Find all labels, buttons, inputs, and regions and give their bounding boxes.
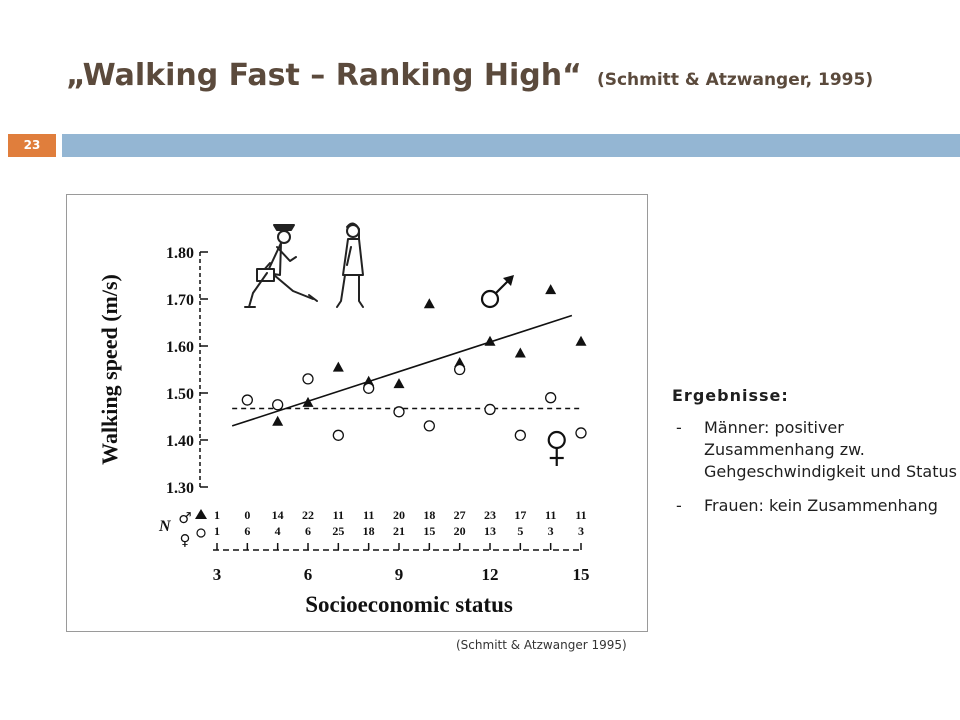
- n-count-male: 11: [575, 508, 586, 522]
- n-count-female: 5: [517, 524, 523, 538]
- walking-man-icon: [244, 224, 318, 308]
- male-arrow-head: [503, 275, 514, 286]
- male-data-point: [545, 284, 557, 295]
- n-count-male: 14: [272, 508, 284, 522]
- scatter-chart: 1.30 1.40 1.50 1.60 1.70 1.80 Walking speed (m…: [97, 222, 590, 617]
- slide-title: „Walking Fast – Ranking High“ (Schmitt &…: [66, 58, 873, 93]
- x-tick-label: 3: [213, 565, 222, 584]
- male-data-point: [514, 347, 526, 358]
- female-data-point: [454, 363, 466, 376]
- title-main: „Walking Fast – Ranking High“: [66, 58, 582, 93]
- female-data-point: [393, 406, 405, 418]
- male-legend-marker: [195, 509, 207, 519]
- x-tick-label: 12: [482, 565, 499, 584]
- x-tick-label: 15: [573, 565, 590, 584]
- n-count-female: 4: [275, 524, 281, 538]
- slide-number: 23: [8, 134, 56, 157]
- female-data-point: [423, 420, 435, 432]
- n-count-male: 11: [545, 508, 556, 522]
- results-heading: Ergebnisse:: [672, 386, 789, 405]
- n-count-male: 0: [244, 508, 250, 522]
- n-count-female: 3: [578, 524, 584, 538]
- n-count-male: 23: [484, 508, 496, 522]
- y-tick-label: 1.60: [166, 339, 194, 356]
- n-count-female: 1: [214, 524, 220, 538]
- source-caption: (Schmitt & Atzwanger 1995): [456, 638, 627, 652]
- male-data-point: [393, 378, 405, 389]
- male-data-point: [272, 415, 284, 426]
- y-tick-label: 1.70: [166, 292, 194, 309]
- n-count-female: 6: [305, 524, 311, 538]
- n-count-female: 13: [484, 524, 496, 538]
- n-count-male: 27: [454, 508, 466, 522]
- x-tick-label: 9: [395, 565, 404, 584]
- accent-bar: [62, 134, 960, 157]
- y-axis-label: Walking speed (m/s): [97, 274, 122, 465]
- result-text-men: Männer: positiver Zusammenhang zw. Gehge…: [704, 418, 957, 481]
- female-symbol-icon: [547, 430, 566, 450]
- male-symbol-icon: ♂: [178, 509, 191, 527]
- n-count-female: 15: [423, 524, 435, 538]
- female-data-point: [484, 403, 496, 416]
- list-item: - Frauen: kein Zusammenhang: [672, 495, 957, 517]
- y-tick-label: 1.30: [166, 480, 194, 497]
- male-data-point: [332, 361, 344, 372]
- n-count-female: 18: [363, 524, 375, 538]
- female-data-point: [332, 429, 344, 441]
- results-list: - Männer: positiver Zusammenhang zw. Geh…: [672, 417, 957, 517]
- n-count-male: 11: [363, 508, 374, 522]
- n-count-male: 11: [333, 508, 344, 522]
- x-axis-label: Socioeconomic status: [305, 592, 513, 617]
- n-count-female: 6: [244, 524, 250, 538]
- male-data-point: [484, 335, 496, 346]
- female-data-point: [514, 429, 526, 441]
- bullet-dash: -: [676, 418, 682, 437]
- n-label: N: [158, 518, 172, 535]
- n-count-female: 25: [332, 524, 344, 538]
- n-count-female: 3: [548, 524, 554, 538]
- y-tick-label: 1.50: [166, 386, 194, 403]
- female-data-point: [575, 427, 587, 439]
- y-tick-label: 1.40: [166, 433, 194, 450]
- results-panel: Ergebnisse: - Männer: positiver Zusammen…: [672, 386, 957, 529]
- chart-figure: 1.30 1.40 1.50 1.60 1.70 1.80 Walking speed (m…: [66, 194, 648, 632]
- female-data-point: [302, 373, 314, 385]
- male-symbol-icon: [480, 289, 500, 309]
- result-text-women: Frauen: kein Zusammenhang: [704, 496, 938, 515]
- n-count-male: 17: [514, 508, 526, 522]
- x-tick-label: 6: [304, 565, 313, 584]
- n-count-male: 20: [393, 508, 405, 522]
- walking-woman-icon: [336, 222, 364, 308]
- female-data-point: [545, 392, 557, 404]
- bullet-dash: -: [676, 496, 682, 515]
- male-data-point: [302, 396, 314, 407]
- female-legend-marker: [196, 528, 206, 538]
- n-count-male: 18: [423, 508, 435, 522]
- male-data-point: [423, 298, 435, 309]
- female-symbol-icon: ♀: [180, 531, 191, 549]
- female-data-point: [363, 382, 375, 394]
- male-data-point: [575, 335, 587, 346]
- n-count-male: 1: [214, 508, 220, 522]
- n-count-male: 22: [302, 508, 314, 522]
- male-data-point: [363, 375, 375, 386]
- list-item: - Männer: positiver Zusammenhang zw. Geh…: [672, 417, 957, 483]
- male-data-point: [454, 356, 466, 367]
- n-count-female: 21: [393, 524, 405, 538]
- female-data-point: [272, 399, 284, 411]
- title-citation: (Schmitt & Atzwanger, 1995): [596, 70, 874, 90]
- n-count-female: 20: [454, 524, 466, 538]
- y-tick-label: 1.80: [166, 245, 194, 262]
- male-trend-line: [231, 314, 573, 427]
- female-data-point: [241, 394, 253, 406]
